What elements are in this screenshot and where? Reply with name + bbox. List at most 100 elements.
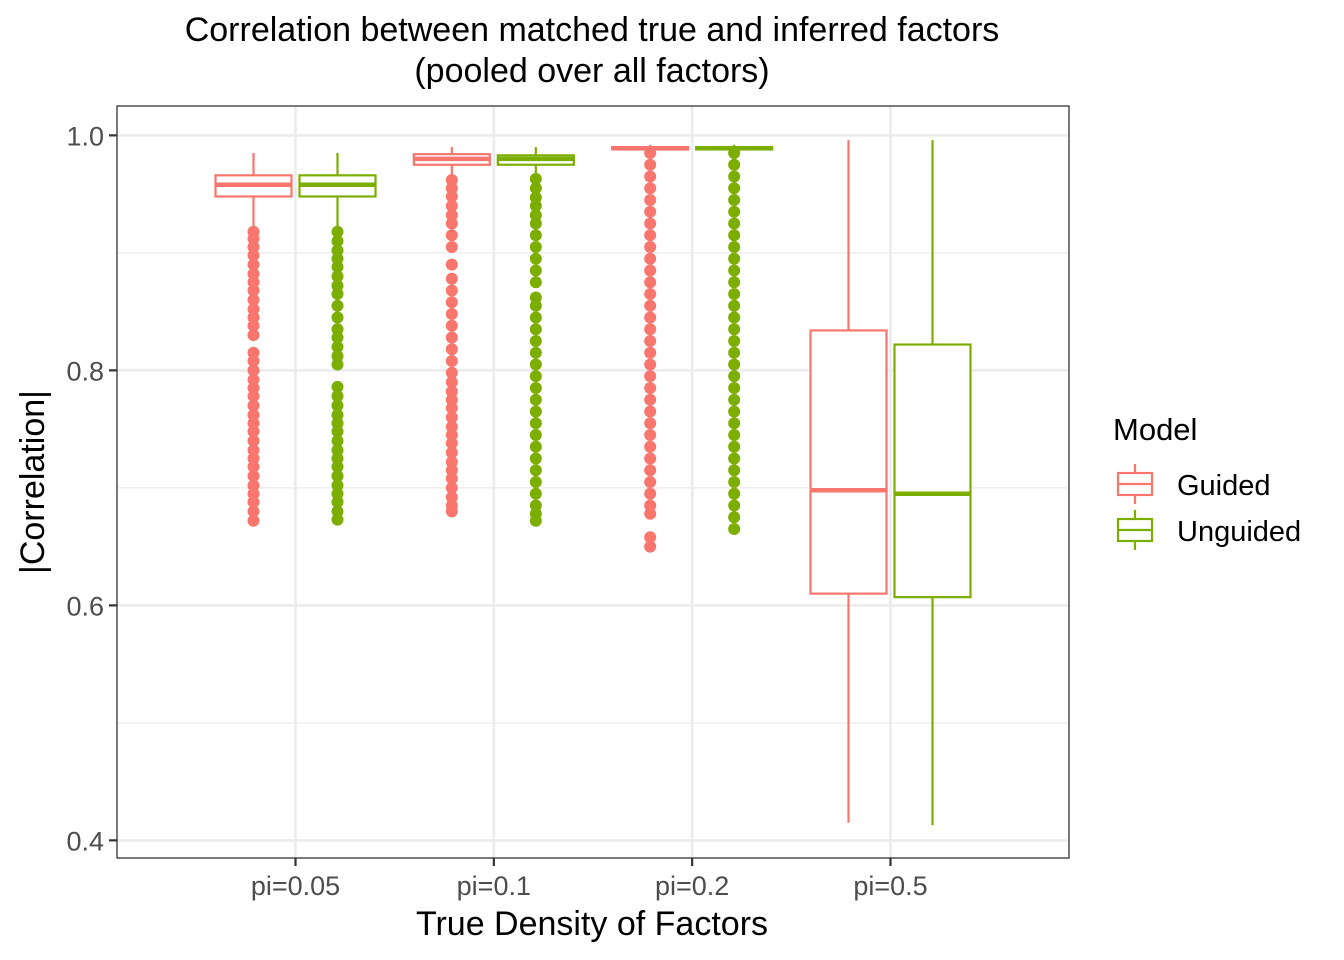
outlier-point [644, 429, 657, 441]
outlier-point [445, 446, 458, 459]
outlier-point [728, 241, 741, 253]
outlier-point [728, 382, 741, 394]
outlier-point [529, 199, 542, 212]
outlier-point [529, 311, 542, 324]
x-axis-title: True Density of Factors [416, 905, 768, 943]
outlier-point [331, 399, 344, 412]
outlier-point [445, 258, 458, 271]
outlier-point [247, 505, 260, 518]
outlier-point [529, 417, 542, 430]
outlier-point [529, 276, 542, 289]
outlier-point [644, 507, 657, 520]
outlier-point [644, 170, 657, 183]
outlier-point [644, 288, 657, 300]
outlier-point [331, 350, 344, 363]
outlier-point [247, 470, 260, 483]
outlier-point [247, 311, 260, 324]
outlier-point [644, 487, 657, 500]
outlier-point [728, 523, 741, 535]
outlier-point [644, 393, 657, 406]
outlier-point [529, 429, 542, 441]
outlier-point [644, 417, 657, 430]
outlier-point [247, 276, 260, 289]
outlier-point [644, 229, 657, 242]
outlier-point [445, 366, 458, 379]
outlier-point [331, 452, 344, 465]
outlier-point [728, 264, 741, 277]
outlier-point [331, 299, 344, 312]
legend: Model Guided Unguided [1113, 412, 1301, 550]
outlier-point [529, 209, 542, 222]
outlier-point [445, 229, 458, 242]
outlier-point [331, 505, 344, 518]
outlier-point [644, 358, 657, 371]
outlier-point [331, 244, 344, 257]
outlier-point [728, 358, 741, 371]
outlier-point [445, 307, 458, 320]
outlier-point [728, 205, 741, 218]
plot-panel [116, 105, 1070, 859]
outlier-point [331, 235, 344, 248]
outlier-point [728, 276, 741, 289]
iqr-box [809, 329, 888, 595]
outlier-point [529, 358, 542, 371]
outlier-point [728, 229, 741, 242]
iqr-box [893, 343, 972, 599]
outlier-point [728, 335, 741, 347]
box-unguided-3 [695, 144, 774, 535]
outlier-point [529, 499, 542, 512]
outlier-point [644, 182, 657, 195]
y-axis-title: |Correlation| [14, 390, 52, 574]
outlier-point [331, 513, 344, 526]
outlier-point [644, 264, 657, 277]
outlier-point [644, 499, 657, 512]
outlier-point [331, 425, 344, 438]
box-guided-3 [611, 144, 690, 553]
outlier-point [644, 323, 657, 336]
outlier-point [247, 293, 260, 306]
outlier-point [445, 411, 458, 424]
box-unguided-4 [893, 140, 972, 826]
outlier-point [644, 241, 657, 253]
outlier-point [247, 346, 260, 359]
outlier-point [529, 323, 542, 336]
outlier-point [445, 429, 458, 441]
outlier-point [445, 481, 458, 494]
outlier-point [529, 172, 542, 185]
outlier-point [529, 452, 542, 465]
outlier-point [644, 335, 657, 347]
outlier-point [728, 429, 741, 441]
outlier-point [728, 252, 741, 265]
outlier-point [247, 390, 260, 403]
outlier-point [445, 319, 458, 332]
outlier-point [445, 296, 458, 309]
outlier-point [331, 487, 344, 500]
outlier-point [644, 252, 657, 265]
outlier-point [331, 260, 344, 273]
outlier-point [445, 376, 458, 389]
outlier-point [247, 460, 260, 473]
outlier-point [529, 191, 542, 204]
outlier-point [728, 323, 741, 336]
outlier-point [331, 417, 344, 430]
outlier-point [644, 531, 657, 544]
outlier-point [529, 291, 542, 304]
outlier-point [445, 385, 458, 398]
outlier-point [331, 460, 344, 473]
outlier-point [331, 470, 344, 483]
outlier-point [529, 514, 542, 527]
outlier-point [445, 393, 458, 406]
outlier-point [247, 479, 260, 492]
outlier-point [644, 276, 657, 289]
outlier-point [728, 170, 741, 183]
outlier-point [728, 499, 741, 512]
outlier-point [445, 354, 458, 367]
outlier-point [644, 194, 657, 206]
outlier-point [644, 464, 657, 477]
outlier-point [644, 311, 657, 324]
outlier-point [247, 268, 260, 281]
outlier-point [247, 232, 260, 245]
box-guided-1 [214, 153, 293, 527]
y-tick-label: 1.0 [66, 121, 104, 151]
outlier-point [331, 479, 344, 492]
